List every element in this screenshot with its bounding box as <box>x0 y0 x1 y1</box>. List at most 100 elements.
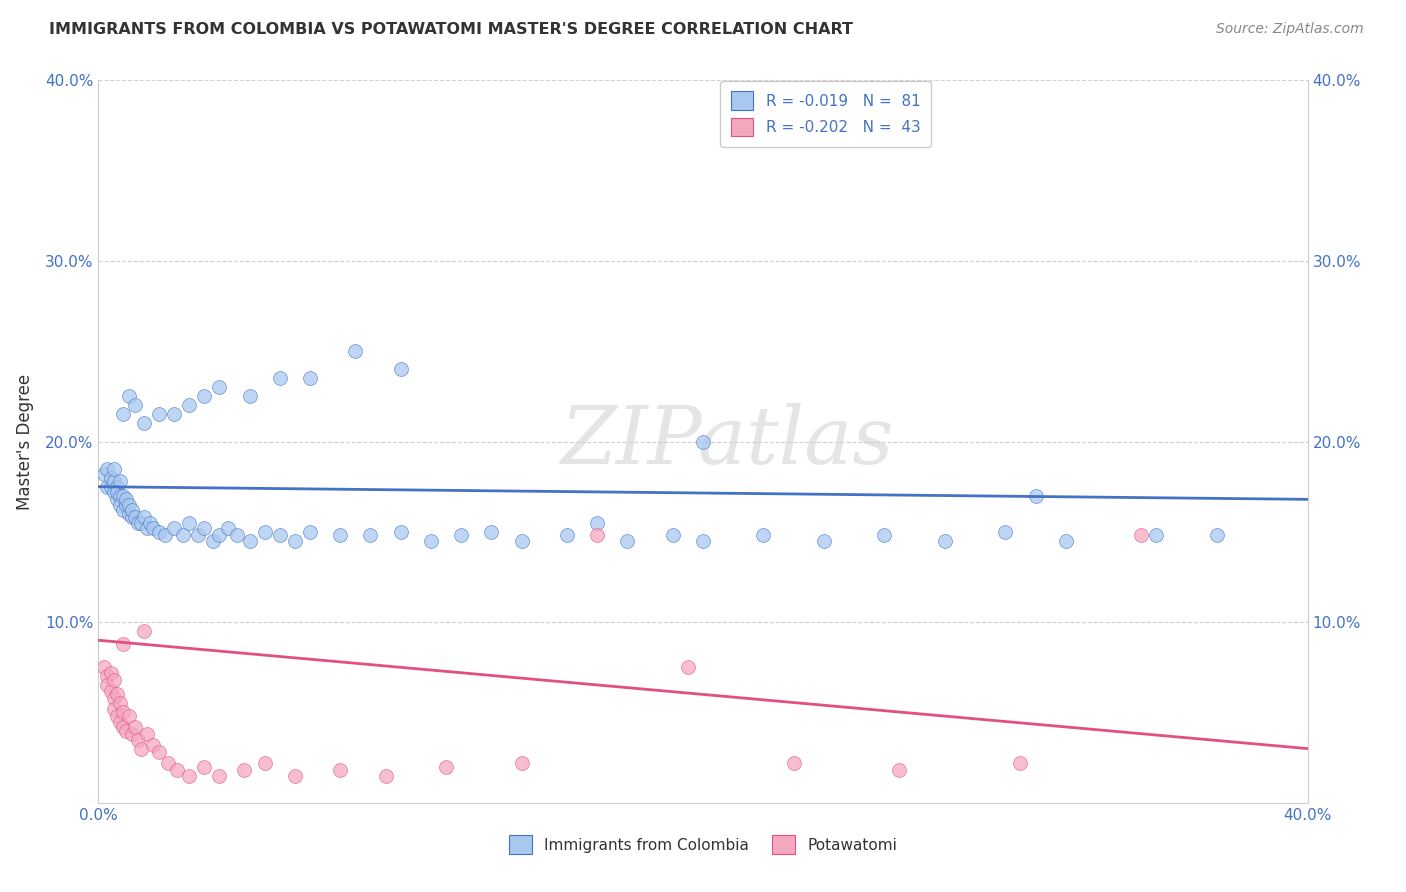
Point <box>105 687 128 701</box>
Point <box>692 434 714 449</box>
Point <box>96 461 118 475</box>
Point <box>1024 489 1046 503</box>
Point <box>299 371 322 385</box>
Point <box>121 503 143 517</box>
Point <box>166 764 188 778</box>
Point <box>111 720 134 734</box>
Point <box>132 417 155 431</box>
Point <box>114 492 136 507</box>
Point <box>93 660 115 674</box>
Point <box>299 524 322 539</box>
Point <box>148 524 170 539</box>
Point <box>616 533 638 548</box>
Point <box>100 665 122 680</box>
Point <box>555 528 578 542</box>
Point <box>103 691 125 706</box>
Point <box>121 510 143 524</box>
Point <box>118 507 141 521</box>
Point <box>202 533 225 548</box>
Point <box>934 533 956 548</box>
Point <box>676 660 699 674</box>
Point <box>586 516 609 530</box>
Point <box>105 480 128 494</box>
Point <box>114 498 136 512</box>
Point <box>108 714 131 729</box>
Point <box>156 756 179 770</box>
Point <box>103 702 125 716</box>
Point <box>179 398 201 412</box>
Point <box>118 498 141 512</box>
Point <box>132 510 155 524</box>
Point <box>179 769 201 783</box>
Point <box>193 521 215 535</box>
Point <box>450 528 472 542</box>
Point <box>103 485 125 500</box>
Point <box>1144 528 1167 542</box>
Point <box>142 521 165 535</box>
Point <box>139 516 162 530</box>
Point <box>163 521 186 535</box>
Point <box>889 764 911 778</box>
Point <box>105 709 128 723</box>
Point <box>118 709 141 723</box>
Point <box>114 723 136 738</box>
Point <box>344 344 367 359</box>
Point <box>111 489 134 503</box>
Point <box>163 408 186 422</box>
Point <box>1054 533 1077 548</box>
Point <box>93 467 115 481</box>
Point <box>103 461 125 475</box>
Point <box>239 389 262 403</box>
Point <box>121 727 143 741</box>
Point <box>111 637 134 651</box>
Point <box>96 678 118 692</box>
Point <box>193 760 215 774</box>
Point <box>111 706 134 720</box>
Point <box>994 524 1017 539</box>
Point <box>100 471 122 485</box>
Point <box>135 521 157 535</box>
Point <box>148 408 170 422</box>
Point <box>752 528 775 542</box>
Text: IMMIGRANTS FROM COLOMBIA VS POTAWATOMI MASTER'S DEGREE CORRELATION CHART: IMMIGRANTS FROM COLOMBIA VS POTAWATOMI M… <box>49 22 853 37</box>
Point <box>253 524 276 539</box>
Point <box>103 673 125 687</box>
Point <box>510 756 533 770</box>
Point <box>1206 528 1229 542</box>
Point <box>813 533 835 548</box>
Point <box>873 528 896 542</box>
Point <box>208 528 231 542</box>
Point <box>208 769 231 783</box>
Point <box>193 389 215 403</box>
Point <box>111 408 134 422</box>
Point <box>148 745 170 759</box>
Point <box>661 528 683 542</box>
Point <box>108 697 131 711</box>
Point <box>100 480 122 494</box>
Point <box>329 764 352 778</box>
Point <box>434 760 457 774</box>
Point <box>127 516 149 530</box>
Point <box>208 380 231 394</box>
Point <box>96 480 118 494</box>
Point <box>1130 528 1153 542</box>
Point <box>105 485 128 500</box>
Point <box>187 528 209 542</box>
Point <box>420 533 443 548</box>
Point <box>586 528 609 542</box>
Point <box>124 510 146 524</box>
Point <box>284 533 307 548</box>
Point <box>153 528 176 542</box>
Point <box>481 524 503 539</box>
Point <box>172 528 194 542</box>
Text: ZIPatlas: ZIPatlas <box>561 403 894 480</box>
Point <box>783 756 806 770</box>
Point <box>232 764 254 778</box>
Point <box>360 528 382 542</box>
Point <box>389 362 412 376</box>
Point <box>132 624 155 639</box>
Point <box>127 732 149 747</box>
Point <box>510 533 533 548</box>
Point <box>269 371 291 385</box>
Point <box>108 489 131 503</box>
